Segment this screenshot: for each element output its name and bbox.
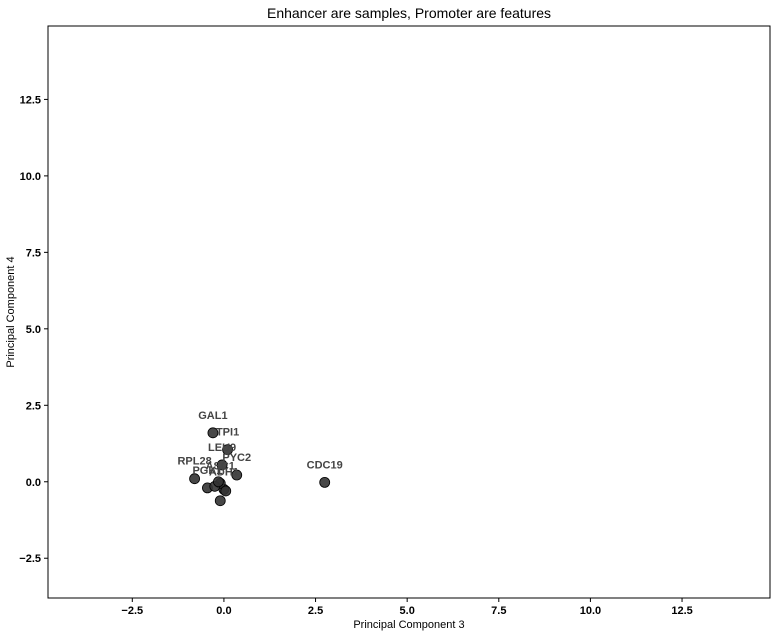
y-axis-label: Principal Component 4 xyxy=(5,256,17,367)
data-point-label: PYC2 xyxy=(222,452,251,464)
data-point xyxy=(319,476,331,488)
x-tick-label: 2.5 xyxy=(308,605,323,617)
y-tick-label: 0.0 xyxy=(26,477,41,489)
chart-title: Enhancer are samples, Promoter are featu… xyxy=(267,5,551,21)
data-point xyxy=(213,476,224,488)
x-tick-label: 10.0 xyxy=(580,605,601,617)
data-point xyxy=(207,427,219,439)
x-tick-label: 7.5 xyxy=(491,605,506,617)
data-point-label: RPL28 xyxy=(177,456,211,468)
y-tick-label: 7.5 xyxy=(26,247,41,259)
data-point-label: ADH1 xyxy=(209,466,239,478)
data-point xyxy=(214,495,226,507)
data-point-label: ASC1 xyxy=(206,460,235,472)
x-tick-label: 12.5 xyxy=(671,605,692,617)
y-tick-label: 10.0 xyxy=(20,171,41,183)
data-point xyxy=(231,469,243,481)
plot-area xyxy=(47,25,771,599)
y-tick-label: 2.5 xyxy=(26,400,41,412)
y-tick-label: 12.5 xyxy=(20,94,41,106)
data-point xyxy=(222,444,233,456)
x-tick-label: 0.0 xyxy=(216,605,231,617)
y-tick-label: 5.0 xyxy=(26,324,41,336)
x-tick-label: 5.0 xyxy=(400,605,415,617)
y-axis: −2.5 0.0 2.5 5.0 7.5 10.0 12.5 xyxy=(19,94,48,565)
data-point-label: LEU9 xyxy=(208,442,236,454)
data-point-label: PGK1 xyxy=(192,465,222,477)
data-point xyxy=(220,485,232,497)
y-tick-label: −2.5 xyxy=(19,553,41,565)
data-point-label: CDC19 xyxy=(307,459,343,471)
data-point-label: GAL1 xyxy=(198,410,227,422)
data-points xyxy=(189,427,331,507)
data-point-label: TPI1 xyxy=(216,427,239,439)
x-axis: −2.5 0.0 2.5 5.0 7.5 10.0 12.5 xyxy=(121,598,693,617)
data-point xyxy=(189,473,200,485)
x-tick-label: −2.5 xyxy=(121,605,143,617)
x-axis-label: Principal Component 3 xyxy=(353,619,464,631)
data-point xyxy=(216,459,228,471)
